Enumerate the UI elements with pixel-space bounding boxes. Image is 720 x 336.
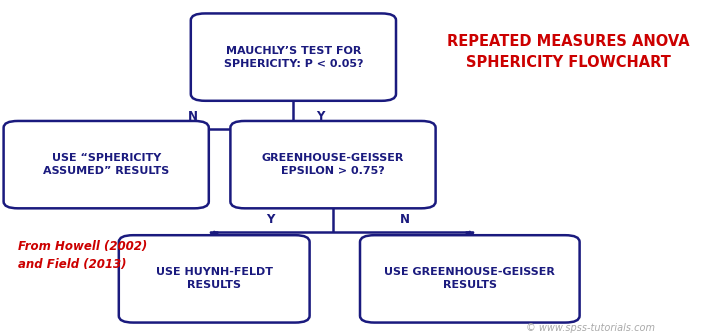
- FancyBboxPatch shape: [230, 121, 436, 208]
- Text: From Howell (2002)
and Field (2013): From Howell (2002) and Field (2013): [18, 240, 148, 271]
- Text: Y: Y: [266, 213, 274, 226]
- Text: USE HUYNH-FELDT
RESULTS: USE HUYNH-FELDT RESULTS: [156, 267, 273, 291]
- Text: N: N: [400, 213, 410, 226]
- Text: REPEATED MEASURES ANOVA
SPHERICITY FLOWCHART: REPEATED MEASURES ANOVA SPHERICITY FLOWC…: [448, 34, 690, 70]
- Text: USE GREENHOUSE-GEISSER
RESULTS: USE GREENHOUSE-GEISSER RESULTS: [384, 267, 555, 291]
- Text: © www.spss-tutorials.com: © www.spss-tutorials.com: [526, 323, 655, 333]
- Text: N: N: [188, 110, 197, 123]
- FancyBboxPatch shape: [4, 121, 209, 208]
- FancyBboxPatch shape: [360, 235, 580, 323]
- Text: Y: Y: [316, 110, 325, 123]
- Text: MAUCHLY’S TEST FOR
SPHERICITY: P < 0.05?: MAUCHLY’S TEST FOR SPHERICITY: P < 0.05?: [224, 45, 363, 69]
- Text: GREENHOUSE-GEISSER
EPSILON > 0.75?: GREENHOUSE-GEISSER EPSILON > 0.75?: [262, 153, 404, 176]
- FancyBboxPatch shape: [191, 13, 396, 101]
- Text: USE “SPHERICITY
ASSUMED” RESULTS: USE “SPHERICITY ASSUMED” RESULTS: [43, 153, 169, 176]
- FancyBboxPatch shape: [119, 235, 310, 323]
